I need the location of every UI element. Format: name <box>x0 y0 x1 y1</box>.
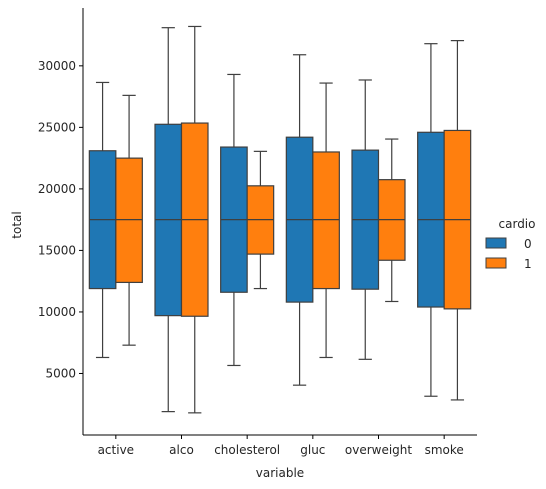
legend-label-1: 1 <box>524 257 532 271</box>
y-tick-label: 25000 <box>38 120 76 134</box>
box-smoke-cardio-1 <box>443 40 472 401</box>
legend-title: cardio <box>499 217 536 231</box>
box-smoke-cardio-0 <box>417 43 445 397</box>
box-alco-cardio-0 <box>154 27 183 413</box>
y-tick-label: 20000 <box>38 182 76 196</box>
legend-label-0: 0 <box>524 237 532 251</box>
box-active-cardio-1 <box>115 94 143 346</box>
iqr-box <box>115 157 143 284</box>
y-tick-label: 5000 <box>45 366 76 380</box>
y-tick-label: 10000 <box>38 305 76 319</box>
box-cholesterol-cardio-1 <box>246 150 275 290</box>
x-tick-label: alco <box>169 443 194 457</box>
legend-swatch-1 <box>485 257 507 269</box>
box-active-cardio-0 <box>88 81 117 359</box>
x-tick-label: gluc <box>300 443 325 457</box>
x-tick-label: overweight <box>345 443 413 457</box>
x-axis: active alco cholesterol gluc overweight smoke <box>83 434 477 457</box>
legend: cardio 0 1 <box>485 217 536 271</box>
box-gluc-cardio-0 <box>285 54 314 386</box>
plot-area <box>88 25 472 414</box>
x-tick-label: active <box>98 443 134 457</box>
legend-swatch-0 <box>485 237 507 249</box>
box-gluc-cardio-1 <box>312 82 340 359</box>
box-overweight-cardio-0 <box>351 79 380 360</box>
x-tick-label: smoke <box>425 443 464 457</box>
box-overweight-cardio-1 <box>377 138 406 303</box>
x-axis-label: variable <box>256 466 304 480</box>
y-axis: 5000 10000 15000 20000 25000 30000 <box>38 8 84 435</box>
y-tick-label: 15000 <box>38 243 76 257</box>
box-alco-cardio-1 <box>180 25 209 414</box>
y-axis-label: total <box>10 211 24 238</box>
iqr-box <box>312 151 340 290</box>
y-tick-label: 30000 <box>38 59 76 73</box>
x-tick-label: cholesterol <box>214 443 280 457</box>
box-cholesterol-cardio-0 <box>220 73 248 367</box>
